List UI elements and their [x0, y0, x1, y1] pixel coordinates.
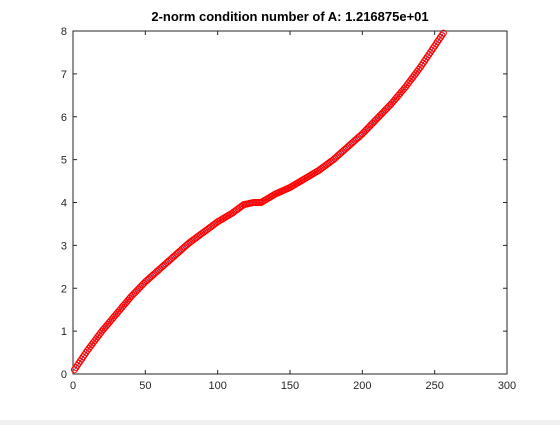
y-tick-label: 2 [61, 283, 67, 295]
x-tick-label: 250 [425, 380, 443, 392]
y-tick-label: 5 [61, 155, 67, 167]
y-tick-label: 3 [61, 240, 67, 252]
y-tick-label: 7 [61, 69, 67, 81]
y-tick-label: 8 [61, 26, 67, 38]
y-tick-label: 0 [61, 369, 67, 381]
x-tick-label: 50 [139, 380, 151, 392]
x-tick-label: 100 [208, 380, 226, 392]
y-tick-label: 4 [61, 198, 67, 210]
x-tick-label: 150 [281, 380, 299, 392]
y-tick-label: 6 [61, 112, 67, 124]
chart-title: 2-norm condition number of A: 1.216875e+… [151, 9, 428, 24]
x-tick-label: 0 [70, 380, 76, 392]
x-tick-label: 300 [498, 380, 516, 392]
y-tick-label: 1 [61, 326, 67, 338]
axes-box [73, 31, 507, 374]
x-tick-label: 200 [353, 380, 371, 392]
